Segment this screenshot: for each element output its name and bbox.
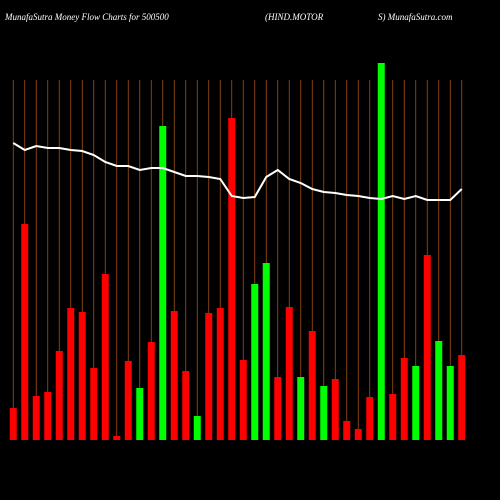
chart-subtitle: S) MunafaSutra.com [378, 12, 453, 22]
bar [274, 377, 282, 440]
bar [113, 436, 121, 440]
bar [124, 361, 132, 440]
bar [182, 371, 190, 440]
bar [67, 308, 75, 440]
bar [412, 366, 420, 440]
bar [400, 358, 408, 440]
bar [147, 342, 155, 440]
chart-title: MunafaSutra Money Flow Charts for 500500 [4, 12, 169, 22]
bar [297, 377, 305, 440]
bar [32, 396, 40, 440]
bar [159, 126, 167, 440]
bar [458, 355, 466, 440]
chart-subtitle: (HIND.MOTOR [265, 12, 324, 22]
bar [285, 307, 293, 440]
bar [90, 368, 98, 440]
bar [251, 284, 259, 440]
bar [101, 274, 109, 440]
money-flow-line [12, 142, 463, 201]
bar [389, 394, 397, 440]
bar [320, 386, 328, 440]
bar [377, 63, 385, 440]
bar [423, 255, 431, 440]
bar [55, 351, 63, 440]
bar [366, 397, 374, 440]
bar [193, 416, 201, 440]
bar [343, 421, 351, 440]
bar [170, 311, 178, 440]
bar [9, 408, 17, 440]
bar [435, 341, 443, 440]
bar [228, 118, 236, 440]
bar [331, 379, 339, 440]
bar [262, 263, 270, 440]
bar [21, 224, 29, 440]
bar [136, 388, 144, 440]
bar [239, 360, 247, 440]
bar [78, 312, 86, 440]
bar [308, 331, 316, 440]
bar [205, 313, 213, 440]
bar [44, 392, 52, 440]
bar [216, 308, 224, 440]
bar [446, 366, 454, 440]
bar [354, 429, 362, 440]
